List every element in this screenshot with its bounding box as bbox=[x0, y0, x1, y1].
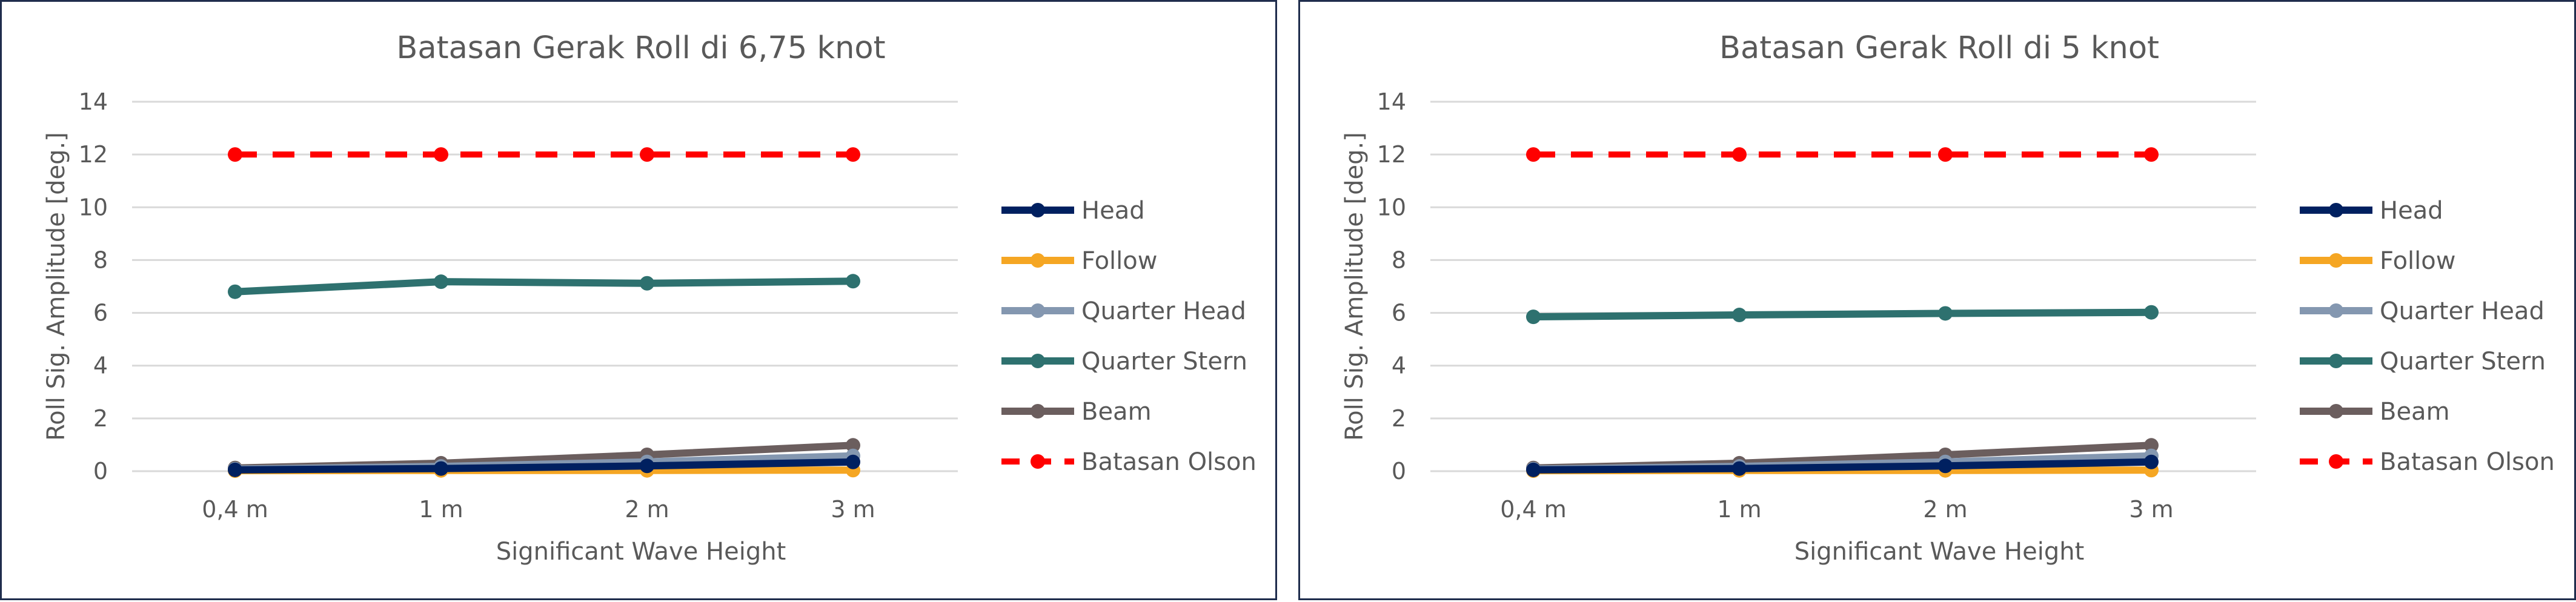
x-tick-label: 1 m bbox=[419, 496, 463, 523]
data-point-quarter-stern bbox=[434, 274, 448, 289]
y-tick-label: 12 bbox=[79, 141, 108, 168]
y-tick-label: 6 bbox=[1392, 300, 1406, 326]
y-tick-label: 0 bbox=[1392, 458, 1406, 485]
series-line-quarter-stern bbox=[231, 277, 857, 296]
x-tick-label: 0,4 m bbox=[1500, 496, 1567, 523]
series-line-head bbox=[231, 458, 857, 474]
x-axis-label: Significant Wave Height bbox=[1794, 538, 2085, 566]
data-point-batasan-olson bbox=[846, 147, 860, 162]
data-point-batasan-olson bbox=[1526, 147, 1541, 162]
data-point-head bbox=[2144, 454, 2159, 469]
legend-label: Head bbox=[1081, 197, 1145, 225]
data-point-quarter-stern bbox=[846, 274, 860, 289]
x-tick-label: 1 m bbox=[1717, 496, 1761, 523]
legend-label: Quarter Head bbox=[1081, 297, 1246, 325]
data-point-head bbox=[228, 462, 242, 477]
x-tick-label: 3 m bbox=[831, 496, 875, 523]
data-point-quarter-stern bbox=[2144, 305, 2159, 320]
data-point-batasan-olson bbox=[1938, 147, 1953, 162]
legend-label: Follow bbox=[2380, 247, 2455, 275]
data-point-batasan-olson bbox=[1732, 147, 1747, 162]
data-point-quarter-stern bbox=[1732, 308, 1747, 323]
y-tick-label: 6 bbox=[93, 300, 108, 326]
legend-marker-batasan-olson bbox=[2329, 454, 2343, 469]
chart-panel-left: Batasan Gerak Roll di 6,75 knot Signific… bbox=[0, 0, 1277, 600]
y-axis-label: Roll Sig. Amplitude [deg.] bbox=[42, 132, 70, 441]
legend-marker-follow bbox=[2329, 253, 2343, 268]
y-tick-label: 10 bbox=[1377, 194, 1406, 220]
x-tick-label: 2 m bbox=[625, 496, 669, 523]
y-axis-label: Roll Sig. Amplitude [deg.] bbox=[1341, 132, 1369, 441]
data-point-batasan-olson bbox=[2144, 147, 2159, 162]
legend-marker-quarter-head bbox=[1031, 303, 1045, 318]
data-point-head bbox=[434, 461, 448, 476]
y-tick-label: 2 bbox=[1392, 405, 1406, 432]
y-tick-label: 12 bbox=[1377, 141, 1406, 168]
y-tick-label: 10 bbox=[79, 194, 108, 220]
series-line-head bbox=[1530, 458, 2155, 474]
legend-label: Batasan Olson bbox=[1081, 448, 1256, 476]
legend-label: Follow bbox=[1081, 247, 1157, 275]
data-point-batasan-olson bbox=[228, 147, 242, 162]
data-point-head bbox=[1732, 461, 1747, 476]
y-tick-label: 14 bbox=[79, 88, 108, 115]
chart-panel-right: Batasan Gerak Roll di 5 knot Significant… bbox=[1298, 0, 2576, 600]
data-point-head bbox=[1526, 462, 1541, 477]
data-point-beam bbox=[2144, 438, 2159, 453]
legend-label: Quarter Head bbox=[2380, 297, 2544, 325]
y-tick-label: 0 bbox=[93, 458, 108, 485]
chart-svg-left: Batasan Gerak Roll di 6,75 knot Signific… bbox=[42, 30, 1256, 566]
y-tick-label: 8 bbox=[93, 246, 108, 273]
data-point-head bbox=[640, 458, 654, 474]
legend-label: Quarter Stern bbox=[2380, 348, 2546, 375]
x-axis-label: Significant Wave Height bbox=[496, 538, 786, 566]
data-point-beam bbox=[846, 438, 860, 453]
data-point-quarter-stern bbox=[640, 276, 654, 291]
legend-label: Beam bbox=[2380, 398, 2450, 426]
y-tick-label: 14 bbox=[1377, 88, 1406, 115]
data-point-quarter-stern bbox=[1526, 309, 1541, 325]
legend-marker-head bbox=[1031, 203, 1045, 217]
legend-marker-quarter-stern bbox=[2329, 354, 2343, 368]
chart-title: Batasan Gerak Roll di 6,75 knot bbox=[396, 30, 885, 66]
chart-title: Batasan Gerak Roll di 5 knot bbox=[1719, 30, 2159, 66]
legend-marker-beam bbox=[1031, 404, 1045, 418]
legend-marker-beam bbox=[2329, 404, 2343, 418]
legend-marker-head bbox=[2329, 203, 2343, 217]
x-tick-label: 2 m bbox=[1923, 496, 1967, 523]
x-tick-label: 3 m bbox=[2129, 496, 2173, 523]
y-tick-label: 4 bbox=[93, 352, 108, 379]
legend-marker-follow bbox=[1031, 253, 1045, 268]
data-point-batasan-olson bbox=[434, 147, 448, 162]
series-line-quarter-stern bbox=[1530, 308, 2155, 321]
data-point-head bbox=[846, 454, 860, 469]
y-tick-label: 4 bbox=[1392, 352, 1406, 379]
legend-label: Beam bbox=[1081, 398, 1152, 426]
legend-label: Head bbox=[2380, 197, 2443, 225]
legend-marker-batasan-olson bbox=[1031, 454, 1045, 469]
legend-marker-quarter-head bbox=[2329, 303, 2343, 318]
data-point-quarter-stern bbox=[1938, 306, 1953, 321]
x-tick-label: 0,4 m bbox=[202, 496, 268, 523]
data-point-batasan-olson bbox=[640, 147, 654, 162]
data-point-head bbox=[1938, 458, 1953, 474]
legend-label: Quarter Stern bbox=[1081, 348, 1247, 375]
chart-svg-right: Batasan Gerak Roll di 5 knot Significant… bbox=[1341, 30, 2555, 566]
legend-label: Batasan Olson bbox=[2380, 448, 2555, 476]
data-point-quarter-stern bbox=[228, 284, 242, 299]
legend-marker-quarter-stern bbox=[1031, 354, 1045, 368]
y-tick-label: 2 bbox=[93, 405, 108, 432]
y-tick-label: 8 bbox=[1392, 246, 1406, 273]
